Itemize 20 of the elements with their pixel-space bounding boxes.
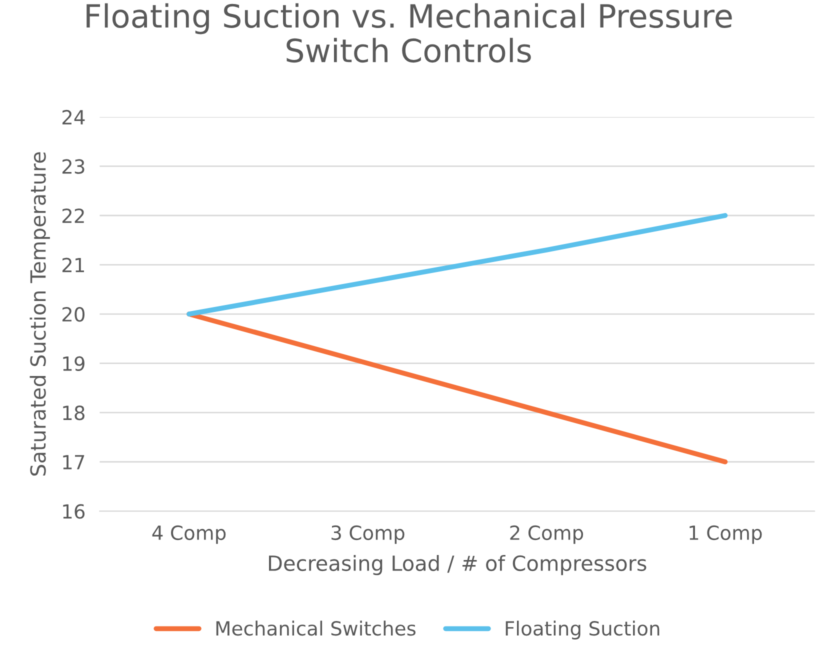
x-tick-label: 3 Comp — [332, 525, 404, 544]
y-tick-label: 19 — [63, 356, 84, 371]
x-axis-title: Decreasing Load / # of Compressors — [269, 554, 646, 576]
y-axis-title: Saturated Suction Temperature — [30, 152, 50, 476]
line-series — [186, 213, 728, 316]
chart-title: Floating Suction vs. Mechanical Pressure Switch Controls — [86, 3, 732, 63]
y-tick-label: 22 — [62, 208, 84, 223]
y-tick-label: 16 — [63, 504, 85, 519]
legend-label: Floating Suction — [506, 620, 660, 640]
x-tick-label: 2 Comp — [510, 525, 584, 544]
line-series — [186, 312, 728, 464]
x-tick-label: 1 Comp — [690, 525, 762, 544]
y-tick-label: 21 — [62, 258, 84, 272]
y-tick-label: 17 — [63, 455, 84, 470]
legend-label: Mechanical Switches — [216, 620, 416, 636]
y-tick-label: 24 — [62, 110, 85, 124]
x-tick-label: 4 Comp — [152, 525, 226, 544]
y-tick-label: 18 — [63, 406, 84, 420]
y-tick-label: 20 — [62, 307, 84, 322]
y-tick-label: 23 — [62, 159, 84, 174]
